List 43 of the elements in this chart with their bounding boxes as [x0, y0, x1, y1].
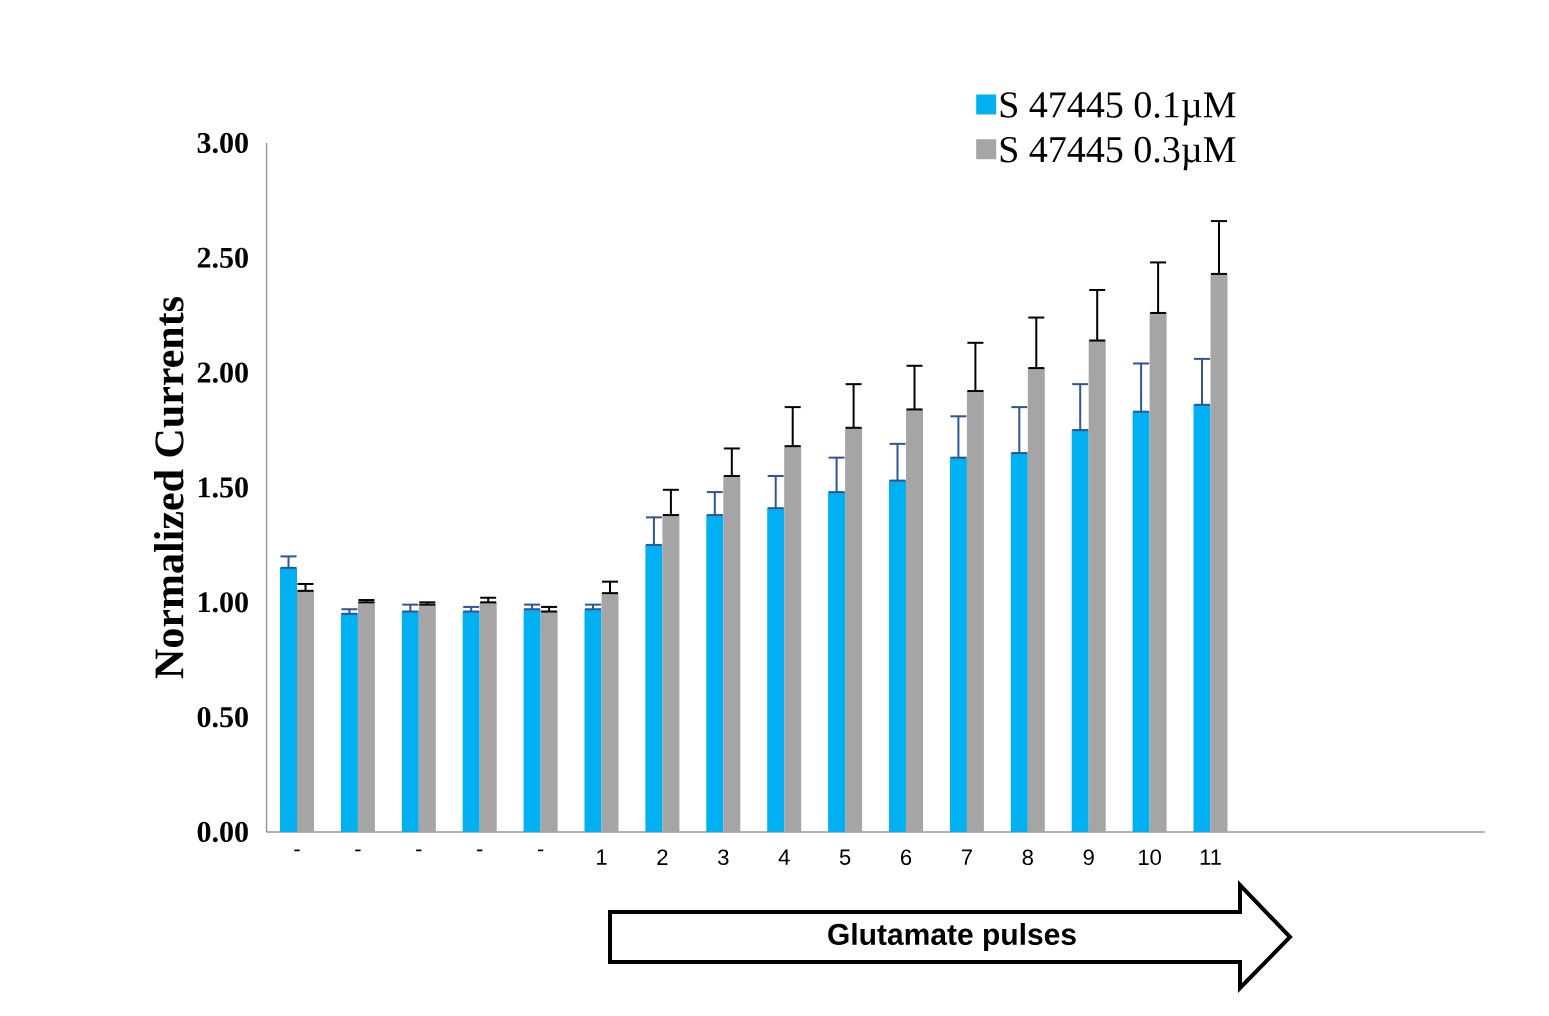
bar [462, 611, 480, 832]
bar [889, 480, 906, 832]
bar [280, 567, 298, 832]
bar [1132, 411, 1150, 832]
x-tick-label: 6 [901, 849, 912, 866]
x-tick-label: - [537, 849, 544, 852]
legend-label: S 47445 0.3µM [1000, 136, 1236, 171]
bar [767, 508, 785, 832]
x-tick-label: 7 [961, 849, 972, 865]
bar [1010, 453, 1028, 832]
bar [828, 492, 846, 832]
y-tick-label: 1.00 [198, 592, 248, 613]
bar [949, 457, 967, 832]
bar [523, 609, 541, 832]
y-tick-label: 0.50 [197, 706, 248, 728]
x-tick-label: 11 [1200, 849, 1221, 865]
y-tick-label: 0.00 [197, 821, 248, 843]
y-tick-label: 1.50 [198, 477, 248, 498]
x-tick-label: - [294, 849, 300, 852]
x-tick-label: 1 [597, 849, 607, 865]
legend-label: S 47445 0.1µM [1000, 92, 1236, 126]
x-tick-label: 8 [1022, 849, 1033, 866]
y-tick-label: 3.00 [197, 132, 248, 154]
bar [401, 611, 419, 832]
x-tick-label: - [416, 849, 422, 852]
x-tick-label: 2 [657, 849, 668, 865]
bar [706, 515, 724, 832]
x-tick-label: 9 [1083, 849, 1094, 866]
y-axis-title: Normalized Currents [154, 297, 184, 679]
y-tick-label: 2.50 [197, 247, 248, 269]
text: Glutamate pulses [828, 923, 1076, 951]
x-tick-label: 3 [718, 849, 729, 866]
x-tick-label: 4 [778, 849, 790, 865]
bar [645, 544, 663, 832]
bar [1193, 404, 1211, 832]
x-tick-label: 5 [839, 849, 851, 865]
bar [340, 613, 358, 832]
bar [584, 609, 602, 832]
x-tick-label: - [477, 849, 483, 852]
x-tick-label: - [355, 849, 361, 852]
x-tick-label: 10 [1139, 849, 1161, 866]
y-tick-label: 2.00 [197, 362, 248, 383]
bar [1071, 430, 1089, 832]
